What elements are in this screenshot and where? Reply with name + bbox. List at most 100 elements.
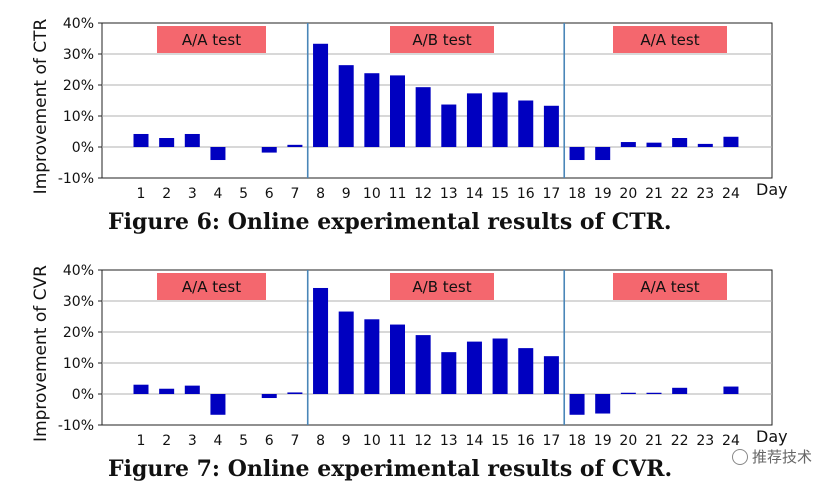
x-tick-label: 8 [316, 186, 325, 202]
x-tick-label: 8 [316, 433, 325, 449]
x-tick-label: 21 [645, 433, 663, 449]
bar-day-18 [569, 147, 585, 161]
x-tick-label: 11 [389, 433, 407, 449]
x-tick-label: 10 [363, 433, 381, 449]
bar-day-16 [518, 348, 534, 394]
phase-label: A/B test [412, 31, 471, 49]
x-tick-label: 11 [389, 186, 407, 202]
bar-day-21 [646, 392, 662, 394]
bar-day-22 [672, 387, 688, 394]
bar-day-18 [569, 394, 585, 415]
bar-day-8 [313, 43, 329, 147]
bar-day-4 [210, 147, 226, 161]
x-tick-label: 17 [542, 433, 560, 449]
phase-label-box [613, 273, 727, 300]
bar-day-22 [672, 138, 688, 147]
x-tick-label: 22 [671, 433, 689, 449]
y-tick-label: 10% [63, 109, 94, 125]
y-tick-label: 0% [72, 387, 94, 403]
x-tick-label: 1 [137, 186, 146, 202]
bar-day-10 [364, 319, 380, 394]
bar-day-13 [441, 104, 457, 147]
y-tick-label: 20% [63, 78, 94, 94]
phase-label-box [390, 273, 494, 300]
bar-day-15 [492, 338, 508, 394]
watermark: 推荐技术 [731, 446, 812, 467]
phase-label-box [390, 26, 494, 53]
y-tick-label: 30% [63, 294, 94, 310]
bar-day-20 [620, 392, 636, 394]
bar-day-11 [390, 324, 405, 394]
bar-day-6 [261, 147, 277, 153]
bar-day-12 [415, 87, 431, 147]
bar-day-7 [287, 392, 303, 394]
x-tick-label: 21 [645, 186, 663, 202]
bar-day-21 [646, 142, 662, 147]
y-tick-label: 10% [63, 356, 94, 372]
bar-day-6 [261, 394, 277, 399]
bar-day-13 [441, 352, 457, 394]
x-tick-label: 13 [440, 433, 458, 449]
bar-day-12 [415, 335, 431, 394]
bar-day-19 [595, 147, 611, 161]
x-tick-label: 2 [162, 433, 171, 449]
bar-day-2 [159, 138, 175, 147]
y-tick-label: 20% [63, 325, 94, 341]
x-tick-label: 18 [568, 433, 586, 449]
bar-day-24 [723, 136, 739, 147]
x-tick-label: 7 [290, 186, 299, 202]
x-tick-label: 4 [213, 433, 222, 449]
x-tick-label: 6 [265, 186, 274, 202]
x-tick-label: 20 [619, 433, 637, 449]
bar-day-14 [466, 341, 482, 394]
x-tick-label: 12 [414, 433, 432, 449]
bar-day-20 [620, 142, 636, 147]
bar-day-19 [595, 394, 611, 414]
bar-day-23 [697, 143, 713, 147]
bar-day-7 [287, 144, 303, 147]
bar-day-3 [184, 133, 200, 147]
bar-day-8 [313, 287, 329, 394]
x-tick-label: 6 [265, 433, 274, 449]
x-tick-label: 7 [290, 433, 299, 449]
phase-label: A/A test [640, 31, 699, 49]
x-tick-label: 13 [440, 186, 458, 202]
bar-day-16 [518, 100, 534, 147]
y-axis-label: Improvement of CTR [31, 19, 51, 195]
phase-label: A/A test [182, 31, 241, 49]
y-tick-label: 0% [72, 140, 94, 156]
x-tick-label: 22 [671, 186, 689, 202]
phase-label-box [157, 26, 266, 53]
phase-label: A/A test [182, 278, 241, 296]
y-tick-label: 40% [63, 16, 94, 32]
x-tick-label: 9 [342, 433, 351, 449]
x-axis-label: Day [756, 180, 788, 199]
x-tick-label: 16 [517, 186, 535, 202]
x-tick-label: 4 [213, 186, 222, 202]
watermark-text: 推荐技术 [751, 448, 812, 466]
x-tick-label: 15 [491, 186, 509, 202]
phase-label: A/A test [640, 278, 699, 296]
phase-label: A/B test [412, 278, 471, 296]
x-tick-label: 23 [696, 186, 714, 202]
bar-day-14 [466, 93, 482, 147]
x-tick-label: 3 [188, 186, 197, 202]
figure-6-caption: Figure 6: Online experimental results of… [108, 209, 672, 235]
x-tick-label: 23 [696, 433, 714, 449]
x-tick-label: 24 [722, 186, 740, 202]
bar-day-9 [338, 311, 354, 394]
phase-label-box [157, 273, 266, 300]
x-tick-label: 24 [722, 433, 740, 449]
y-tick-label: -10% [58, 418, 94, 434]
bar-day-4 [210, 394, 226, 415]
x-tick-label: 14 [466, 186, 484, 202]
bar-day-11 [390, 75, 405, 147]
bar-day-1 [133, 133, 149, 147]
phase-label-box [613, 26, 727, 53]
bar-day-10 [364, 73, 380, 147]
x-tick-label: 17 [542, 186, 560, 202]
x-tick-label: 18 [568, 186, 586, 202]
wechat-icon [731, 449, 748, 465]
y-tick-label: -10% [58, 171, 94, 187]
